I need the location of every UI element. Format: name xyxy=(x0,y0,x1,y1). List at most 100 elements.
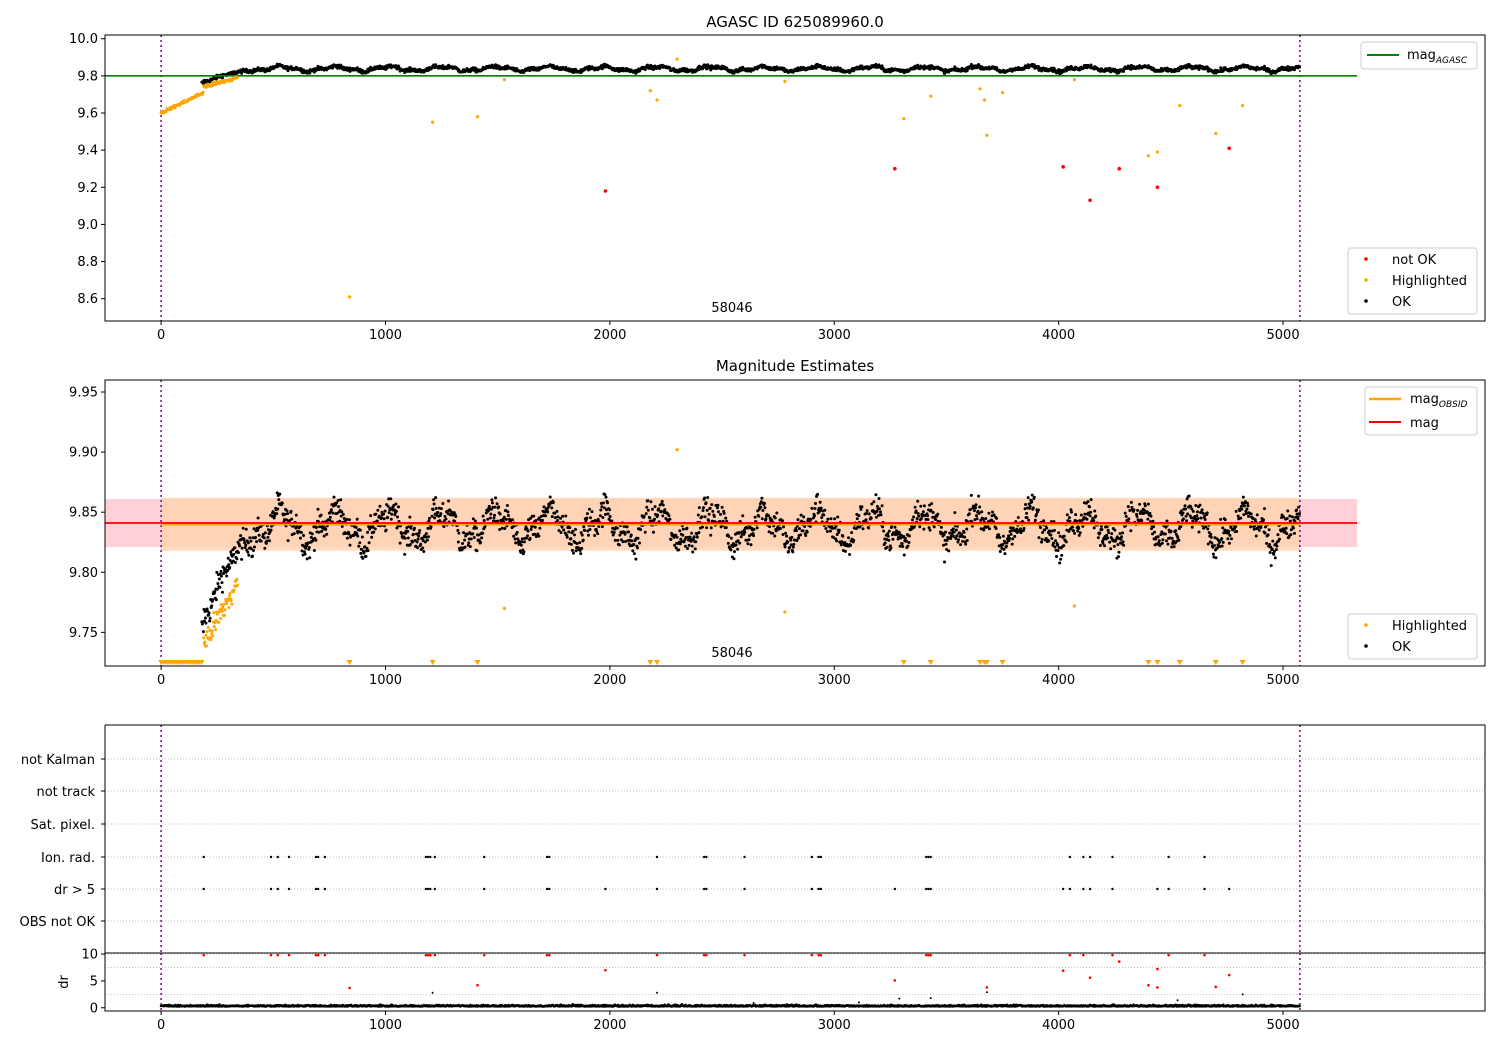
ok-point xyxy=(661,514,665,518)
ok-point xyxy=(582,525,586,529)
ok-point xyxy=(1123,511,1127,515)
ok-point xyxy=(324,527,328,531)
ok-point xyxy=(1004,544,1008,548)
ok-point xyxy=(439,512,443,516)
ok-point xyxy=(1169,529,1173,533)
ok-point xyxy=(266,528,270,532)
ok-point xyxy=(286,512,290,516)
ok-point xyxy=(1186,512,1190,516)
ok-point xyxy=(975,514,979,518)
ok-point xyxy=(638,541,642,545)
flag-label-dr-gt-5: dr > 5 xyxy=(54,883,95,898)
ok-point xyxy=(759,505,763,509)
ok-point xyxy=(226,556,230,560)
dr-gt5-flag xyxy=(429,887,432,891)
ok-point xyxy=(1296,517,1300,521)
ok-point xyxy=(1036,508,1040,512)
flag-label-not-track: not track xyxy=(36,785,95,800)
ok-point xyxy=(263,531,267,535)
dr-gt5-flag xyxy=(269,887,273,891)
panel-2-ytick-label: 9.90 xyxy=(69,446,98,461)
ok-point xyxy=(796,536,800,540)
ok-point xyxy=(692,535,696,539)
ok-point xyxy=(604,495,608,499)
panel-1-xtick-label: 3000 xyxy=(818,328,851,343)
ok-point xyxy=(387,511,391,515)
ok-point xyxy=(1076,529,1080,533)
ok-point xyxy=(875,504,879,508)
ok-point xyxy=(782,525,786,529)
ok-point xyxy=(942,543,946,547)
ok-point xyxy=(244,527,248,531)
ok-point xyxy=(707,512,711,516)
ok-point xyxy=(960,532,964,536)
ok-point xyxy=(561,514,565,518)
ok-point xyxy=(752,527,756,531)
ok-point xyxy=(1176,536,1180,540)
ok-point xyxy=(1245,507,1249,511)
panel-magnitude-estimates: Magnitude Estimates 0 1000 2000 3000 4000 500… xyxy=(69,357,1486,688)
ok-point xyxy=(319,513,323,517)
ok-point xyxy=(266,535,270,539)
ok-point xyxy=(1037,536,1041,540)
ok-point xyxy=(701,508,705,512)
ok-point xyxy=(716,510,720,514)
ok-point xyxy=(1177,538,1181,542)
ok-point xyxy=(263,546,267,550)
ok-point xyxy=(987,527,991,531)
ok-point xyxy=(305,557,309,561)
ok-point xyxy=(700,515,704,519)
ok-point xyxy=(645,505,649,509)
ok-point xyxy=(1285,532,1289,536)
ok-point xyxy=(409,526,413,530)
ok-point xyxy=(229,550,233,554)
ok-point xyxy=(1138,502,1142,506)
ok-point xyxy=(586,533,590,537)
ok-point xyxy=(1030,500,1034,504)
ok-point xyxy=(880,504,884,508)
ok-point xyxy=(677,548,681,552)
highlighted-point xyxy=(220,609,224,613)
ok-point xyxy=(729,548,733,552)
ok-point xyxy=(711,509,715,513)
ok-point xyxy=(603,512,607,516)
ok-point xyxy=(564,65,568,69)
highlighted-point xyxy=(235,577,239,581)
highlighted-point xyxy=(201,90,205,94)
ok-point xyxy=(1172,545,1176,549)
ok-point xyxy=(1297,505,1301,509)
ok-point xyxy=(970,67,974,71)
ok-point xyxy=(732,550,736,554)
highlighted-point xyxy=(203,640,207,644)
ok-point xyxy=(1271,539,1275,543)
ok-point xyxy=(1295,508,1299,512)
ok-point xyxy=(1032,63,1036,67)
ok-point xyxy=(269,528,273,532)
dr-gt5-flag xyxy=(1111,887,1114,891)
ok-point xyxy=(1079,513,1083,517)
ok-point xyxy=(493,505,497,509)
ok-point xyxy=(567,530,571,534)
ok-point xyxy=(886,534,890,538)
ok-point xyxy=(1013,534,1017,538)
ok-point xyxy=(1194,503,1198,507)
ok-point xyxy=(898,544,902,548)
ok-point xyxy=(1069,510,1073,514)
ok-point xyxy=(864,518,868,522)
ok-point xyxy=(944,530,948,534)
ok-point xyxy=(936,512,940,516)
ok-point xyxy=(1273,556,1277,560)
ok-point xyxy=(583,528,587,532)
ok-point xyxy=(553,516,557,520)
highlighted-point xyxy=(675,57,679,61)
ok-point xyxy=(444,517,448,521)
dr-gt5-flag xyxy=(1088,887,1092,891)
ok-point xyxy=(207,611,211,615)
ok-point xyxy=(410,540,414,544)
ok-point xyxy=(606,501,610,505)
ok-point xyxy=(1120,535,1124,539)
ok-point xyxy=(951,527,955,531)
ok-point xyxy=(1107,531,1111,535)
dr-gt5-flag xyxy=(655,887,659,891)
ok-point xyxy=(424,532,428,536)
